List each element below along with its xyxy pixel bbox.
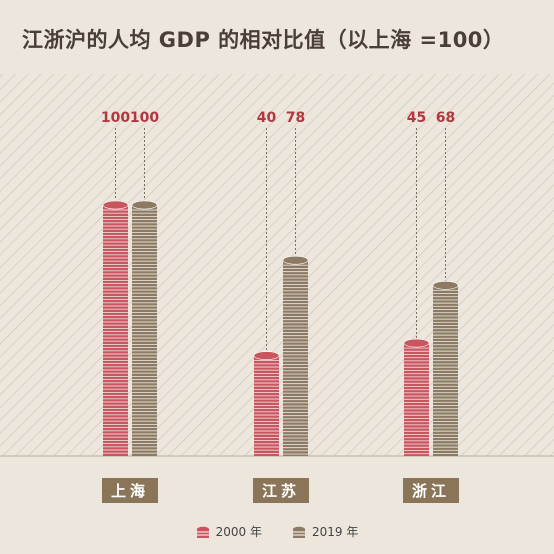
coin-top (403, 338, 430, 348)
coin-top (102, 200, 129, 210)
legend-label-2019: 2019 年 (312, 525, 359, 539)
coin-top (432, 281, 459, 290)
legend-item-2000[interactable]: 2000 年 (196, 523, 262, 540)
category-label-box (403, 478, 459, 503)
data-label: 68 (436, 110, 455, 126)
legend: 2000 年 2019 年 (0, 523, 554, 540)
coin-stack-red-icon (196, 526, 209, 538)
category-label: 上海 (111, 482, 149, 500)
legend-item-2019[interactable]: 2019 年 (292, 523, 358, 540)
coin-top (282, 255, 309, 265)
bar-江苏-2019 (282, 255, 309, 456)
category-label: 浙江 (412, 482, 450, 500)
coin-top (131, 200, 158, 210)
category-label-box (253, 478, 309, 503)
legend-label-2000: 2000 年 (215, 525, 262, 539)
coin-top (253, 351, 280, 360)
chart-title: 江浙沪的人均 GDP 的相对比值（以上海 =100） (22, 28, 505, 52)
bar-浙江-2000 (403, 338, 430, 456)
coin-stack-brown-icon (293, 526, 305, 538)
data-label: 100 (130, 110, 159, 126)
bar-江苏-2000 (253, 351, 280, 456)
category-label: 江苏 (262, 482, 300, 500)
bar-浙江-2019 (432, 281, 459, 456)
data-label: 45 (407, 110, 426, 126)
category-label-box (102, 478, 158, 503)
data-label: 100 (101, 110, 130, 126)
data-label: 40 (257, 110, 277, 126)
bar-上海-2019 (131, 200, 158, 456)
bar-body (132, 205, 157, 456)
data-label: 78 (286, 110, 305, 126)
bar-body (103, 205, 128, 456)
bar-上海-2000 (102, 200, 129, 456)
